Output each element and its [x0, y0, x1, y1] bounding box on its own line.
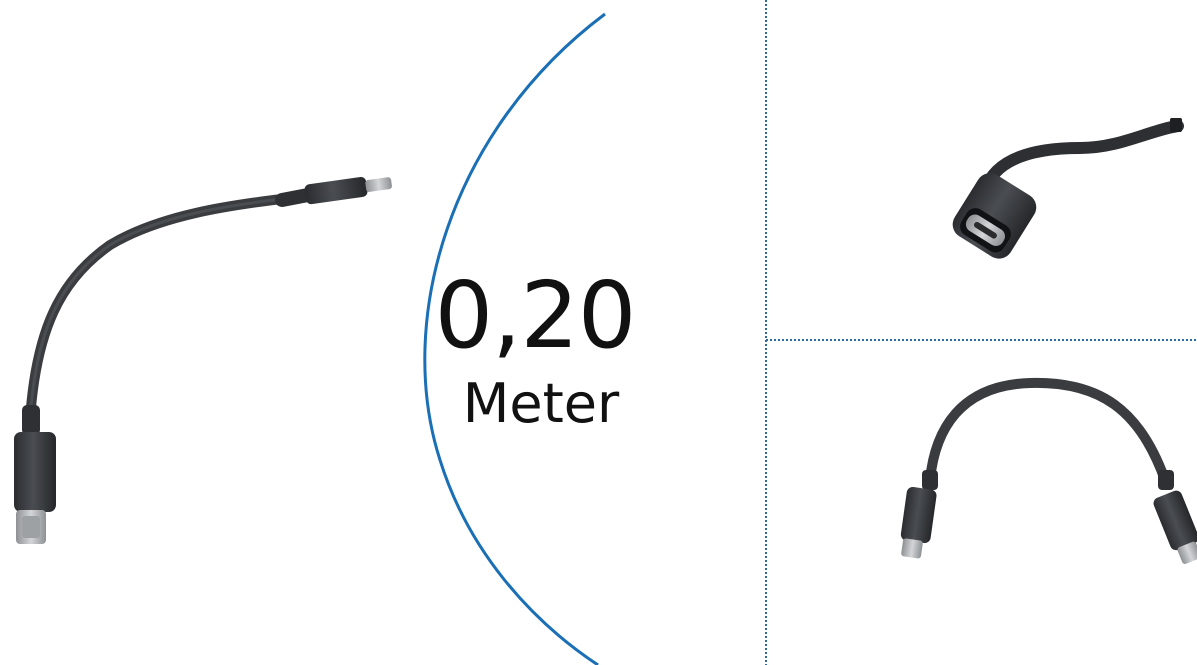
length-unit: Meter — [462, 372, 620, 435]
cable-length-label: 0,20 Meter — [405, 268, 665, 434]
accent-arc — [423, 12, 606, 665]
cable-full-view — [14, 176, 392, 544]
length-value: 0,20 — [434, 262, 637, 369]
cable-arch-view — [900, 377, 1197, 565]
connector-closeup — [952, 118, 1184, 259]
